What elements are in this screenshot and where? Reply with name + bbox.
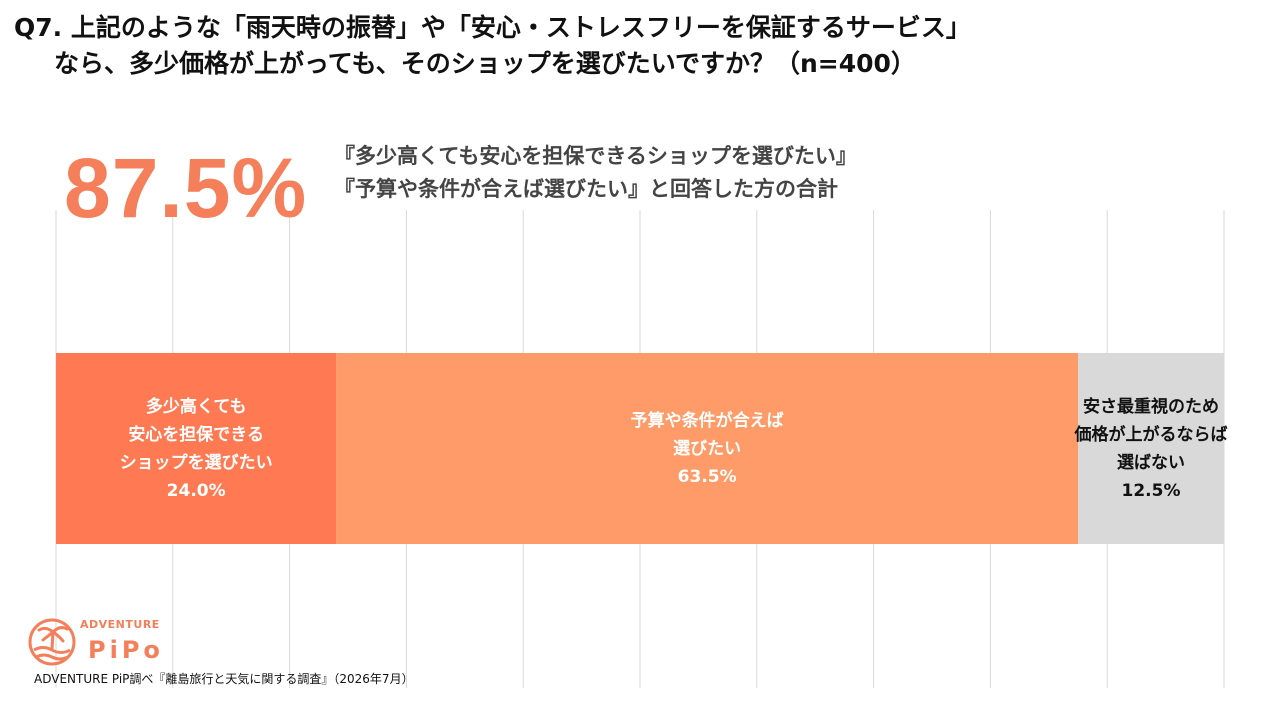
highlight-note: 『多少高くても安心を担保できるショップを選びたい』 『予算や条件が合えば選びたい… (334, 140, 857, 206)
chart-title-line1: Q7. 上記のような「雨天時の振替」や「安心・ストレスフリーを保証するサービス」 (14, 13, 971, 42)
chart-title-line2: なら、多少価格が上がっても、そのショップを選びたいですか？（n=400） (54, 49, 916, 78)
highlight-note-line1: 『多少高くても安心を担保できるショップを選びたい』 (334, 144, 857, 168)
segment-1-label-line-2: 安心を担保できる (128, 424, 264, 445)
segment-3-label-line-2: 価格が上がるならば (1074, 424, 1228, 445)
segment-3-label-line-1: 安さ最重視のため (1083, 396, 1219, 417)
source-note: ADVENTURE PiP調べ『離島旅行と天気に関する調査』（2026年7月） (34, 672, 414, 686)
segment-2-value-label: 63.5% (677, 466, 737, 487)
highlight-note-line2: 『予算や条件が合えば選びたい』と回答した方の合計 (334, 177, 838, 201)
highlight-total-percent: 87.5% (64, 141, 308, 235)
logo-main-text: PiPo (88, 636, 164, 664)
chart-title: Q7. 上記のような「雨天時の振替」や「安心・ストレスフリーを保証するサービス」… (14, 10, 1264, 82)
segment-3-label-line-3: 選ばない (1117, 452, 1185, 473)
bar-segment-1 (56, 353, 337, 544)
segment-1-label-line-3: ショップを選びたい (119, 452, 273, 473)
segment-3-value-label: 12.5% (1121, 480, 1181, 501)
bar-segment-2 (336, 353, 1078, 544)
segment-label-3: 安さ最重視のため 価格が上がるならば 選ばない 12.5% (1071, 393, 1231, 505)
segment-2-label-line-1: 予算や条件が合えば (630, 410, 784, 431)
segment-1-label-line-1: 多少高くても (145, 396, 247, 417)
segment-2-label-line-2: 選びたい (673, 438, 742, 459)
segment-label-1: 多少高くても 安心を担保できる ショップを選びたい 24.0% (56, 393, 336, 505)
segment-label-2: 予算や条件が合えば 選びたい 63.5% (336, 407, 1078, 491)
segment-1-value-label: 24.0% (166, 480, 226, 501)
sun-palm-icon (28, 618, 76, 666)
logo-top-text: ADVENTURE (80, 618, 160, 631)
adventure-pipo-logo: ADVENTURE PiPo (26, 614, 160, 674)
bar-segment-3 (1078, 353, 1224, 544)
